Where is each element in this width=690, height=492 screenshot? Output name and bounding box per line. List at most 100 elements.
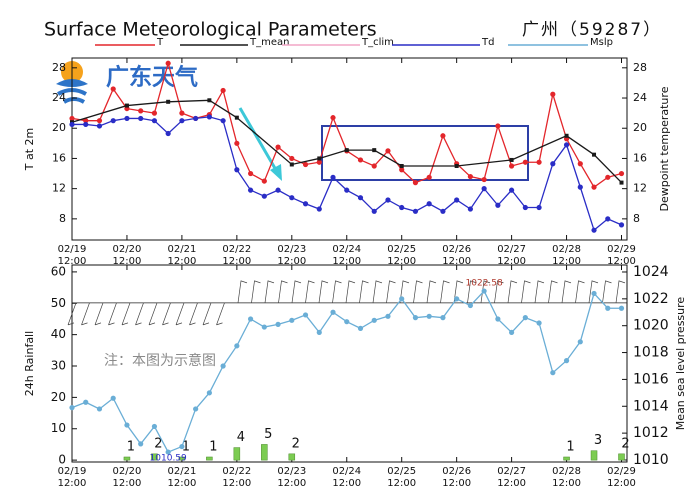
point: [234, 343, 240, 349]
y2-axis-label: Dewpoint temperature: [658, 86, 671, 211]
point: [165, 130, 171, 137]
x-tick-time: 12:00: [222, 256, 251, 267]
point: [385, 197, 391, 203]
plot-frame: [71, 264, 628, 463]
point: [330, 115, 336, 121]
wind-barb: [548, 280, 558, 303]
wind-barb: [345, 280, 356, 303]
point: [261, 178, 267, 184]
point: [522, 159, 528, 165]
wind-barb: [561, 280, 572, 303]
point: [220, 118, 226, 124]
x-tick-label: 02/20: [113, 244, 142, 255]
y-axis-label: 24h Rainfall: [23, 331, 36, 396]
rain-bar: [590, 450, 598, 461]
point: [522, 204, 528, 211]
y-tick-label: 28: [52, 61, 66, 74]
point: [344, 187, 350, 193]
y-tick-label: 8: [59, 212, 66, 225]
point: [536, 320, 542, 326]
point: [481, 176, 487, 183]
point: [618, 222, 625, 228]
point: [179, 118, 185, 124]
point: [412, 180, 419, 186]
point: [206, 390, 212, 396]
y2-tick-label: 16: [633, 151, 647, 164]
wind-barb: [175, 302, 185, 326]
point: [592, 152, 597, 157]
y2-tick-label: 28: [633, 61, 647, 74]
point: [605, 216, 611, 222]
x-tick-label: 02/19: [58, 466, 87, 477]
x-tick-time: 12:00: [442, 478, 471, 489]
x-tick-time: 12:00: [58, 478, 87, 489]
point: [399, 296, 405, 302]
x-tick-label: 02/28: [552, 466, 581, 477]
point: [165, 449, 171, 455]
x-tick-label: 02/24: [332, 466, 361, 477]
wind-barb: [135, 302, 144, 326]
x-tick-label: 02/23: [277, 466, 306, 477]
rain-bar: [563, 456, 570, 461]
wind-barb: [216, 302, 225, 326]
wind-barb: [575, 280, 585, 303]
wind-barb: [81, 302, 90, 326]
y-tick-label: 10: [51, 421, 66, 435]
point: [206, 114, 212, 120]
x-tick-time: 12:00: [607, 478, 636, 489]
wind-barb: [359, 280, 369, 303]
x-tick-label: 02/27: [497, 244, 526, 255]
trend-arrow: [238, 107, 282, 181]
point: [316, 329, 322, 336]
point: [69, 405, 75, 411]
point: [179, 110, 185, 116]
point: [344, 148, 349, 153]
wind-barb: [386, 280, 396, 303]
rain-label: 4: [237, 430, 245, 445]
x-tick-label: 02/29: [607, 466, 636, 477]
legend-label: Td: [481, 37, 494, 48]
rain-label: 2: [292, 436, 300, 451]
wind-barb: [148, 302, 158, 326]
x-tick-time: 12:00: [332, 256, 361, 267]
rain-bar: [288, 453, 296, 461]
rain-bar: [618, 453, 625, 461]
wind-barb: [332, 280, 342, 303]
y2-tick-label: 8: [633, 212, 640, 225]
x-tick-time: 12:00: [552, 478, 581, 489]
wind-barb: [94, 302, 104, 326]
rain-label: 1: [566, 439, 574, 454]
wind-barb: [467, 280, 477, 303]
point: [564, 133, 569, 138]
point: [69, 115, 75, 122]
y-tick-label: 12: [52, 182, 66, 195]
point: [357, 195, 364, 201]
point: [536, 159, 542, 165]
x-tick-label: 02/21: [167, 244, 196, 255]
point: [234, 115, 239, 120]
y2-tick-label: 1022: [633, 291, 669, 307]
point: [605, 174, 611, 180]
point: [330, 309, 336, 315]
extremum-label: 1010.59: [150, 454, 187, 464]
point: [96, 123, 103, 129]
x-tick-time: 12:00: [277, 256, 306, 267]
legend-label: T_mean: [249, 37, 289, 48]
y2-tick-label: 20: [633, 121, 647, 134]
point: [220, 363, 226, 369]
x-tick-label: 02/28: [552, 244, 581, 255]
point: [234, 167, 240, 173]
y-tick-label: 20: [51, 390, 66, 404]
point: [509, 163, 515, 169]
rain-label: 1: [127, 439, 135, 454]
point: [591, 290, 597, 297]
point: [440, 133, 446, 139]
point: [371, 317, 377, 323]
x-tick-label: 02/19: [58, 244, 87, 255]
point: [509, 329, 515, 336]
x-tick-label: 02/26: [442, 244, 471, 255]
point: [165, 60, 171, 66]
y-tick-label: 60: [51, 264, 66, 278]
point: [138, 108, 144, 114]
